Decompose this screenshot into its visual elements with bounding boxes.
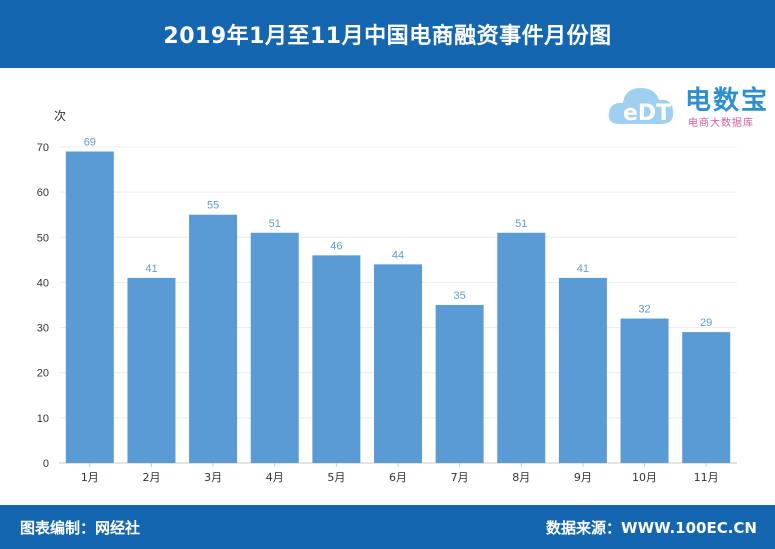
bar-chart: 0 10 20 30 40 50 60 70 次 69 1月 41 2月 55 3月 51 4月 46 5月 44 6月… — [37, 109, 737, 484]
cloud-logo-icon: eDT — [608, 88, 674, 126]
bar — [620, 318, 669, 463]
bar — [497, 232, 546, 463]
y-tick-label: 50 — [37, 232, 49, 244]
data-label: 41 — [577, 263, 589, 275]
footer-bar: 图表编制：网经社 数据来源：WWW.100EC.CN — [0, 505, 775, 549]
x-tick-label: 11月 — [694, 471, 719, 484]
x-tick-label: 2月 — [142, 471, 160, 484]
x-tick-label: 6月 — [389, 471, 407, 484]
chart-title-banner: 2019年1月至11月中国电商融资事件月份图 — [0, 0, 775, 68]
bar — [189, 214, 238, 463]
bar — [65, 151, 114, 463]
y-tick-label: 30 — [37, 323, 49, 335]
data-label: 51 — [269, 218, 281, 230]
y-tick-label: 60 — [37, 187, 49, 199]
bar — [374, 264, 422, 463]
bar — [312, 255, 361, 463]
x-tick-label: 3月 — [204, 471, 222, 484]
logo-subtitle: 电商大数据库 — [688, 118, 754, 129]
data-label: 41 — [145, 263, 157, 275]
x-tick-label: 4月 — [266, 471, 284, 484]
data-label: 44 — [392, 249, 404, 261]
x-tick-label: 9月 — [574, 471, 592, 484]
y-tick-label: 40 — [37, 277, 49, 289]
data-label: 46 — [330, 240, 342, 252]
bar — [558, 277, 607, 463]
x-tick-label: 7月 — [451, 471, 469, 484]
chart-title: 2019年1月至11月中国电商融资事件月份图 — [163, 24, 612, 49]
y-axis-label: 次 — [54, 109, 66, 123]
data-label: 29 — [700, 317, 712, 329]
bar — [250, 232, 299, 463]
x-tick-label: 8月 — [512, 471, 530, 484]
footer-credit: 图表编制：网经社 — [20, 519, 141, 537]
y-tick-label: 10 — [37, 413, 49, 425]
y-tick-label: 0 — [43, 458, 49, 470]
logo-name: 电数宝 — [685, 86, 770, 116]
bar — [435, 305, 484, 463]
data-label: 55 — [207, 200, 219, 212]
y-tick-label: 70 — [37, 142, 49, 154]
y-tick-label: 20 — [37, 368, 49, 380]
logo-mark: eDT — [623, 101, 671, 126]
data-label: 35 — [454, 290, 466, 302]
x-tick-label: 1月 — [81, 471, 99, 484]
data-label: 51 — [515, 218, 527, 230]
footer-source: 数据来源：WWW.100EC.CN — [546, 519, 757, 537]
data-label: 69 — [84, 137, 96, 149]
x-tick-label: 10月 — [632, 471, 657, 484]
data-label: 32 — [638, 304, 650, 316]
x-tick-label: 5月 — [327, 471, 345, 484]
bar — [127, 277, 176, 463]
bar — [682, 332, 731, 463]
